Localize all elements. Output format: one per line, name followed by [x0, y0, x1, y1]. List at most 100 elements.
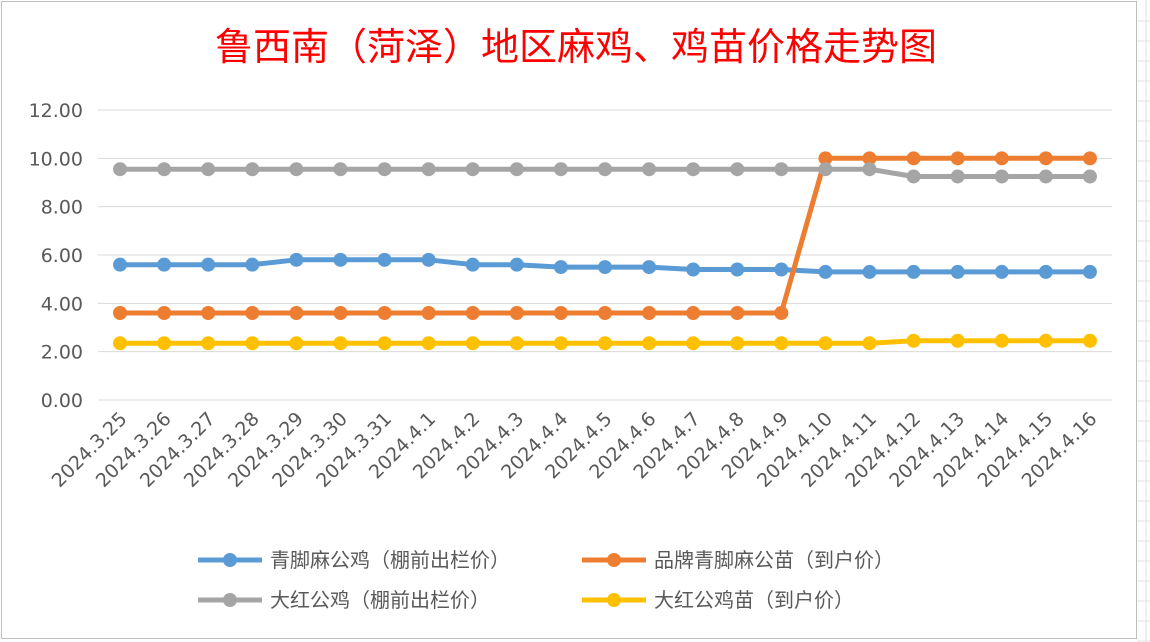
- data-point: [553, 336, 568, 351]
- legend-item: 大红公鸡（棚前出栏价）: [198, 588, 490, 612]
- series-group: [113, 333, 1097, 351]
- data-point: [1038, 151, 1053, 166]
- data-point: [1082, 151, 1097, 166]
- series-group: [113, 162, 1097, 184]
- data-point: [950, 151, 965, 166]
- y-tick-label: 0.00: [41, 390, 83, 412]
- data-point: [1082, 264, 1097, 279]
- data-point: [201, 162, 216, 177]
- data-point: [509, 336, 524, 351]
- y-axis-tick-labels: 0.00 2.00 4.00 6.00 8.00 10.00 12.00: [29, 100, 83, 412]
- data-point: [201, 257, 216, 272]
- data-point: [598, 260, 612, 275]
- data-point: [289, 162, 304, 177]
- data-point: [377, 336, 392, 351]
- data-point: [906, 169, 921, 184]
- data-point: [906, 333, 921, 348]
- data-point: [642, 306, 657, 320]
- data-point: [553, 306, 568, 320]
- data-point: [818, 336, 833, 351]
- data-point: [950, 333, 965, 348]
- data-point: [377, 162, 392, 177]
- data-point: [157, 257, 172, 272]
- data-point: [598, 306, 612, 320]
- data-point: [289, 336, 304, 351]
- data-point: [289, 252, 304, 267]
- data-point: [377, 306, 392, 320]
- data-point: [994, 333, 1009, 348]
- data-point: [862, 264, 877, 279]
- data-point: [245, 257, 260, 272]
- data-point: [245, 306, 260, 320]
- data-point: [994, 264, 1009, 279]
- data-point: [245, 336, 260, 351]
- series-group: [113, 252, 1097, 279]
- data-point: [465, 336, 480, 351]
- legend-label: 品牌青脚麻公苗（到户价）: [654, 548, 894, 572]
- data-point: [113, 336, 128, 351]
- legend-marker: [223, 553, 237, 567]
- y-tick-label: 2.00: [41, 342, 83, 364]
- data-point: [862, 162, 877, 177]
- legend-marker: [607, 553, 621, 567]
- data-point: [686, 336, 701, 351]
- data-point: [509, 162, 524, 177]
- data-point: [774, 162, 789, 177]
- data-point: [730, 262, 745, 277]
- data-point: [421, 306, 436, 320]
- data-point: [333, 306, 348, 320]
- data-point: [730, 336, 745, 351]
- x-axis-tick-labels: 2024.3.252024.3.262024.3.272024.3.282024…: [48, 408, 1102, 492]
- y-tick-label: 12.00: [29, 100, 83, 122]
- data-point: [289, 306, 304, 320]
- legend-item: 品牌青脚麻公苗（到户价）: [582, 548, 894, 572]
- legend-item: 大红公鸡苗（到户价）: [582, 588, 854, 612]
- series-line: [120, 155, 1090, 316]
- data-point: [201, 336, 216, 351]
- data-point: [553, 162, 568, 177]
- chart-legend: 青脚麻公鸡（棚前出栏价） 品牌青脚麻公苗（到户价） 大红公鸡（棚前出栏价） 大红公鸡苗…: [198, 548, 894, 612]
- data-point: [818, 162, 833, 177]
- data-point: [509, 257, 524, 272]
- data-point: [157, 336, 172, 351]
- data-point: [509, 306, 524, 320]
- data-point: [113, 306, 128, 320]
- data-point: [421, 162, 436, 177]
- data-point: [862, 336, 877, 351]
- data-point: [113, 162, 128, 177]
- legend-marker: [223, 593, 237, 607]
- data-point: [730, 162, 745, 177]
- y-tick-label: 6.00: [41, 245, 83, 267]
- data-point: [1038, 169, 1053, 184]
- data-point: [906, 264, 921, 279]
- chart-gridlines: [98, 109, 1112, 401]
- data-point: [333, 336, 348, 351]
- data-point: [1038, 264, 1053, 279]
- data-point: [818, 151, 833, 166]
- data-point: [686, 162, 701, 177]
- data-point: [906, 151, 921, 166]
- data-point: [1082, 333, 1097, 348]
- data-point: [598, 336, 612, 351]
- data-point: [377, 252, 392, 267]
- data-point: [950, 264, 965, 279]
- data-point: [421, 252, 436, 267]
- data-point: [201, 306, 216, 320]
- data-point: [818, 264, 833, 279]
- series-layer: [113, 151, 1097, 351]
- legend-item: 青脚麻公鸡（棚前出栏价）: [198, 548, 510, 572]
- data-point: [774, 306, 789, 320]
- data-point: [686, 262, 701, 277]
- data-point: [642, 260, 657, 275]
- data-point: [157, 162, 172, 177]
- data-point: [465, 257, 480, 272]
- data-point: [774, 336, 789, 351]
- series-group: [113, 151, 1097, 320]
- y-tick-label: 8.00: [41, 197, 83, 219]
- data-point: [333, 162, 348, 177]
- legend-label: 青脚麻公鸡（棚前出栏价）: [270, 548, 510, 572]
